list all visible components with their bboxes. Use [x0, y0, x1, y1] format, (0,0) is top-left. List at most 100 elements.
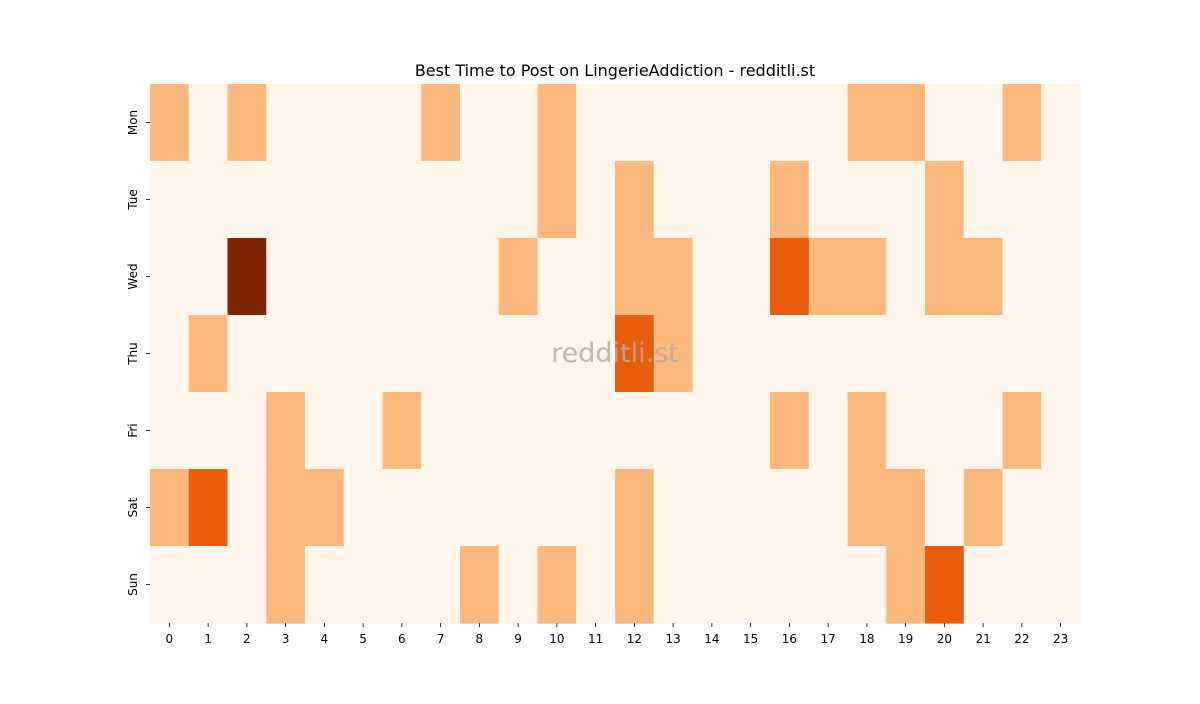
heatmap-cell-sat-11 — [576, 469, 616, 547]
heatmap-cell-sat-15 — [731, 469, 771, 547]
heatmap-cell-thu-23 — [1041, 315, 1081, 393]
heatmap-cell-sun-1 — [188, 546, 229, 624]
heatmap-cell-tue-2 — [227, 161, 267, 239]
heatmap-cell-wed-2 — [227, 238, 267, 316]
heatmap-cell-sat-9 — [498, 469, 539, 547]
heatmap-cell-wed-1 — [188, 238, 229, 316]
heatmap-cell-mon-19 — [886, 84, 926, 162]
x-tick-label: 2 — [243, 632, 251, 646]
heatmap-cell-sun-6 — [382, 546, 422, 624]
heatmap-cells — [150, 84, 1081, 624]
x-tick-label: 9 — [514, 632, 522, 646]
heatmap-cell-sat-16 — [770, 469, 810, 547]
heatmap-cell-mon-13 — [653, 84, 694, 162]
heatmap-cell-tue-18 — [847, 161, 887, 239]
heatmap-cell-tue-23 — [1041, 161, 1081, 239]
x-tick-label: 22 — [1014, 632, 1029, 646]
heatmap-cell-fri-15 — [731, 392, 771, 470]
heatmap-cell-mon-21 — [963, 84, 1004, 162]
heatmap-cell-mon-11 — [576, 84, 616, 162]
heatmap-cell-wed-12 — [615, 238, 655, 316]
heatmap-cell-tue-7 — [421, 161, 461, 239]
heatmap-cell-fri-19 — [886, 392, 926, 470]
heatmap-cell-sun-22 — [1002, 546, 1042, 624]
heatmap-cell-sun-17 — [808, 546, 849, 624]
heatmap-cell-sat-3 — [266, 469, 306, 547]
heatmap-cell-wed-8 — [460, 238, 500, 316]
heatmap-cell-sun-23 — [1041, 546, 1081, 624]
x-tick-label: 19 — [898, 632, 913, 646]
heatmap-cell-sun-20 — [925, 546, 965, 624]
heatmap-cell-wed-20 — [925, 238, 965, 316]
heatmap-cell-fri-22 — [1002, 392, 1042, 470]
heatmap-cell-mon-16 — [770, 84, 810, 162]
heatmap-cell-mon-0 — [150, 84, 190, 162]
heatmap-cell-fri-18 — [847, 392, 887, 470]
heatmap-cell-thu-3 — [266, 315, 306, 393]
heatmap-cell-fri-2 — [227, 392, 267, 470]
x-tick-label: 1 — [204, 632, 212, 646]
heatmap-cell-sat-8 — [460, 469, 500, 547]
heatmap-cell-thu-13 — [653, 315, 694, 393]
heatmap-cell-mon-5 — [343, 84, 384, 162]
heatmap-cell-wed-5 — [343, 238, 384, 316]
heatmap-cell-sat-4 — [305, 469, 345, 547]
heatmap-cell-mon-12 — [615, 84, 655, 162]
x-tick-label: 23 — [1053, 632, 1068, 646]
heatmap-cell-sun-7 — [421, 546, 461, 624]
heatmap-cell-wed-13 — [653, 238, 694, 316]
heatmap-cell-sun-16 — [770, 546, 810, 624]
heatmap-cell-thu-7 — [421, 315, 461, 393]
heatmap-cell-sun-5 — [343, 546, 384, 624]
heatmap-cell-fri-13 — [653, 392, 694, 470]
heatmap-cell-wed-14 — [692, 238, 732, 316]
heatmap-cell-sun-19 — [886, 546, 926, 624]
heatmap-cell-tue-9 — [498, 161, 539, 239]
heatmap-cell-thu-19 — [886, 315, 926, 393]
heatmap-cell-thu-2 — [227, 315, 267, 393]
y-tick-label: Wed — [126, 263, 140, 289]
y-tick-label: Thu — [126, 342, 140, 366]
heatmap-cell-wed-4 — [305, 238, 345, 316]
heatmap-cell-thu-17 — [808, 315, 849, 393]
x-axis: 0 1 2 3 4 5 6 7 8 9 10 11 12 13 14 15 16 17 18 19 20 21 22 23 — [166, 623, 1068, 646]
heatmap-cell-sat-14 — [692, 469, 732, 547]
heatmap-cell-thu-0 — [150, 315, 190, 393]
heatmap-cell-thu-12 — [615, 315, 655, 393]
heatmap-cell-thu-1 — [188, 315, 229, 393]
heatmap-cell-thu-10 — [537, 315, 577, 393]
heatmap-cell-tue-19 — [886, 161, 926, 239]
heatmap-cell-tue-13 — [653, 161, 694, 239]
heatmap-cell-mon-15 — [731, 84, 771, 162]
y-tick-label: Fri — [126, 423, 140, 437]
x-tick-label: 15 — [743, 632, 758, 646]
heatmap-cell-fri-3 — [266, 392, 306, 470]
x-tick-label: 12 — [627, 632, 642, 646]
heatmap-cell-wed-15 — [731, 238, 771, 316]
heatmap-cell-sun-10 — [537, 546, 577, 624]
heatmap-cell-mon-3 — [266, 84, 306, 162]
x-tick-label: 16 — [782, 632, 797, 646]
heatmap-cell-wed-10 — [537, 238, 577, 316]
heatmap-cell-sat-22 — [1002, 469, 1042, 547]
x-tick-label: 14 — [704, 632, 719, 646]
x-tick-label: 17 — [820, 632, 835, 646]
heatmap-cell-sat-1 — [188, 469, 229, 547]
heatmap-cell-sun-11 — [576, 546, 616, 624]
heatmap-cell-mon-17 — [808, 84, 849, 162]
heatmap-cell-sat-2 — [227, 469, 267, 547]
heatmap-cell-thu-8 — [460, 315, 500, 393]
x-tick-label: 13 — [665, 632, 680, 646]
heatmap-cell-fri-11 — [576, 392, 616, 470]
heatmap-cell-mon-7 — [421, 84, 461, 162]
heatmap-cell-fri-8 — [460, 392, 500, 470]
heatmap-cell-thu-9 — [498, 315, 539, 393]
heatmap-cell-thu-22 — [1002, 315, 1042, 393]
y-tick-label: Sat — [126, 497, 140, 517]
heatmap-cell-mon-1 — [188, 84, 229, 162]
heatmap-cell-fri-12 — [615, 392, 655, 470]
heatmap-cell-wed-19 — [886, 238, 926, 316]
heatmap-cell-fri-1 — [188, 392, 229, 470]
heatmap-cell-sun-0 — [150, 546, 190, 624]
